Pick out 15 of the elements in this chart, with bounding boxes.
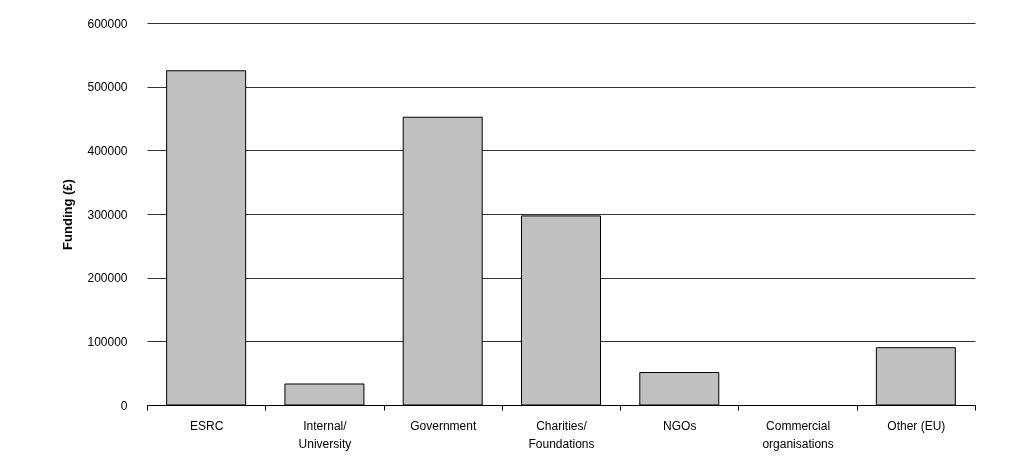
x-tick-label: Internal/ University (298, 418, 352, 451)
y-axis-title: Funding (£) (60, 179, 76, 250)
y-tick-label: 500000 (87, 80, 128, 95)
x-tick-label: Other (EU) (887, 418, 946, 433)
x-tick-label: Charities/ Foundations (528, 418, 595, 451)
x-tick-label: ESRC (189, 418, 224, 433)
y-tick-label: 200000 (87, 271, 128, 286)
x-tick-label: NGOs (663, 418, 697, 433)
y-tick-label: 0 (120, 398, 128, 413)
x-tick-label: Commercial organisations (762, 418, 834, 451)
y-tick-label: 100000 (87, 334, 128, 349)
y-tick-label: 300000 (87, 207, 128, 222)
y-tick-label: 400000 (87, 143, 128, 158)
y-tick-label: 600000 (87, 16, 128, 31)
x-tick-label: Government (410, 418, 477, 433)
